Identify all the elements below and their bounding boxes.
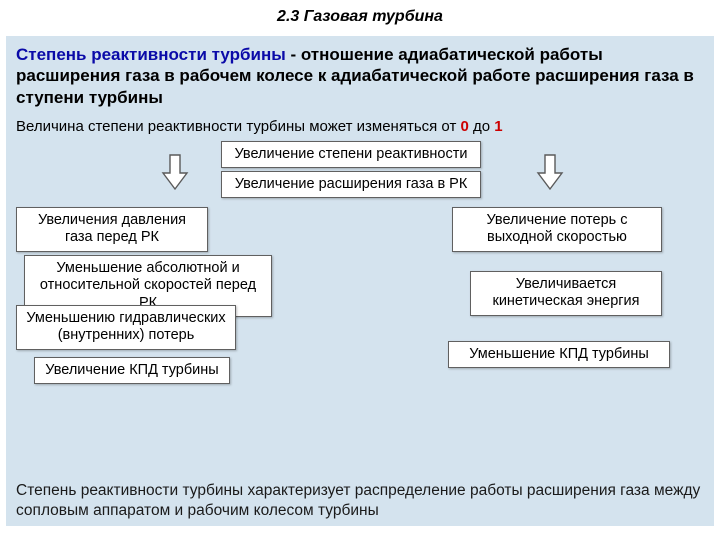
slide: 2.3 Газовая турбина Степень реактивности… <box>0 0 720 540</box>
range-line: Величина степени реактивности турбины мо… <box>16 118 704 135</box>
definition-term: Степень реактивности турбины <box>16 45 286 64</box>
arrow-down-left-icon <box>161 153 189 191</box>
footer-text: Степень реактивности турбины характеризу… <box>16 481 704 520</box>
content-panel: Степень реактивности турбины - отношение… <box>6 36 714 526</box>
range-one: 1 <box>494 118 502 135</box>
range-mid: до <box>469 118 494 135</box>
center-box-2: Увеличение расширения газа в РК <box>221 171 481 198</box>
definition-block: Степень реактивности турбины - отношение… <box>16 44 704 108</box>
center-box-1: Увеличение степени реактивности <box>221 141 481 168</box>
right-box-3: Уменьшение КПД турбины <box>448 341 670 368</box>
arrow-down-right-icon <box>536 153 564 191</box>
right-box-2: Увеличивается кинетическая энергия <box>470 271 662 316</box>
left-box-4: Увеличение КПД турбины <box>34 357 230 384</box>
left-box-3: Уменьшению гидравлических (внутренних) п… <box>16 305 236 350</box>
range-prefix: Величина степени реактивности турбины мо… <box>16 118 461 135</box>
slide-title: 2.3 Газовая турбина <box>0 0 720 32</box>
range-zero: 0 <box>461 118 469 135</box>
left-box-1: Увеличения давления газа перед РК <box>16 207 208 252</box>
right-box-1: Увеличение потерь с выходной скоростью <box>452 207 662 252</box>
diagram-area: Увеличение степени реактивности Увеличен… <box>16 141 704 443</box>
